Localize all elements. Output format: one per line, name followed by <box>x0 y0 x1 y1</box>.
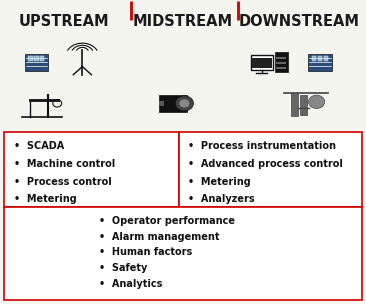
Text: MIDSTREAM: MIDSTREAM <box>133 14 233 29</box>
Text: DOWNSTREAM: DOWNSTREAM <box>239 14 360 29</box>
Bar <box>251 55 273 70</box>
Text: •  SCADA: • SCADA <box>14 141 64 151</box>
Bar <box>276 57 286 59</box>
Bar <box>40 57 44 61</box>
Circle shape <box>179 99 190 108</box>
Text: •  Alarm management: • Alarm management <box>99 232 219 242</box>
Text: •  Operator performance: • Operator performance <box>99 216 235 226</box>
Circle shape <box>175 96 194 111</box>
Bar <box>291 94 298 116</box>
Bar <box>324 57 328 61</box>
Bar <box>318 57 322 61</box>
Bar <box>312 57 316 61</box>
Bar <box>25 54 48 71</box>
Bar <box>29 57 33 61</box>
Bar <box>159 101 164 106</box>
Text: UPSTREAM: UPSTREAM <box>19 14 109 29</box>
Text: •  Metering: • Metering <box>188 177 251 187</box>
Text: •  Advanced process control: • Advanced process control <box>188 159 343 169</box>
Text: •  Process instrumentation: • Process instrumentation <box>188 141 336 151</box>
Bar <box>276 67 286 69</box>
Text: •  Process control: • Process control <box>14 177 111 187</box>
Circle shape <box>309 95 325 109</box>
Text: •  Human factors: • Human factors <box>99 247 192 257</box>
Text: •  Safety: • Safety <box>99 263 147 273</box>
Bar <box>159 95 187 112</box>
Bar <box>179 132 362 207</box>
Bar <box>274 52 288 72</box>
Bar <box>4 207 362 300</box>
Text: •  Machine control: • Machine control <box>14 159 115 169</box>
Bar <box>252 58 272 68</box>
Bar <box>300 95 307 115</box>
Text: •  Analyzers: • Analyzers <box>188 194 255 204</box>
Bar <box>308 54 332 71</box>
Text: •  Metering: • Metering <box>14 194 76 204</box>
Text: •  Analytics: • Analytics <box>99 279 162 289</box>
Bar <box>34 57 38 61</box>
Bar <box>276 62 286 64</box>
Bar <box>4 132 179 207</box>
